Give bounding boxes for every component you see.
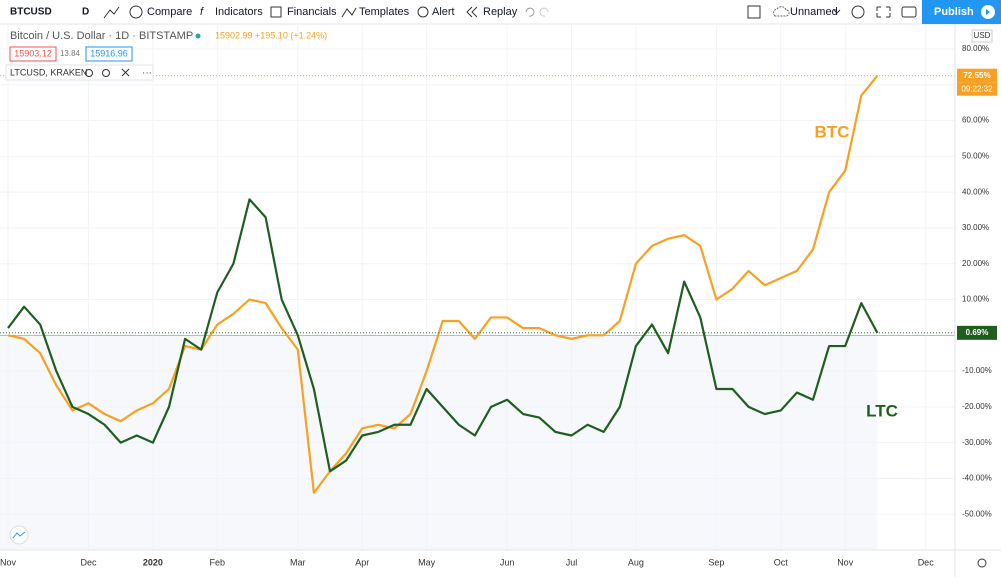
y-tick-label: 20.00% <box>962 259 989 268</box>
interval[interactable]: D <box>82 7 89 18</box>
x-tick-label: Dec <box>918 557 935 567</box>
fullscreen-toggle[interactable] <box>747 5 761 19</box>
chart-style-icon[interactable] <box>103 6 120 19</box>
settings-icon[interactable] <box>851 5 865 19</box>
overlay-more[interactable]: ··· <box>142 68 152 79</box>
bid-price[interactable]: 15903.12 <box>14 48 52 58</box>
redo-icon[interactable] <box>539 7 549 17</box>
toolbar <box>0 0 1001 24</box>
overlay-remove[interactable] <box>121 68 130 77</box>
y-tick-label: 80.00% <box>962 44 989 53</box>
templates-button[interactable]: Templates <box>359 6 410 18</box>
x-tick-label: Dec <box>80 557 97 567</box>
plot-area: BTC LTC <box>0 24 955 550</box>
y-tick-label: -50.00% <box>962 509 992 518</box>
currency-box <box>971 29 993 43</box>
x-tick-label: Mar <box>290 557 306 567</box>
x-tick-label: Nov <box>0 557 16 567</box>
countdown: 09:22:32 <box>961 84 993 93</box>
expand-icon[interactable] <box>876 6 891 18</box>
y-tick-label: -20.00% <box>962 402 992 411</box>
x-tick-label: Apr <box>355 557 369 567</box>
indicators-button[interactable]: Indicators <box>215 6 263 18</box>
x-tick-label: Sep <box>708 557 724 567</box>
x-tick-label: Nov <box>837 557 854 567</box>
compare-icon[interactable] <box>129 5 143 19</box>
financials-icon[interactable] <box>270 6 282 18</box>
value-label: 72.55% <box>963 71 990 80</box>
x-tick-label: Oct <box>774 557 789 567</box>
alert-button[interactable]: Alert <box>432 6 455 18</box>
indicators-icon[interactable]: f <box>200 6 204 18</box>
undo-icon[interactable] <box>525 7 535 17</box>
replay-icon[interactable] <box>466 6 478 18</box>
overlay-settings[interactable] <box>102 69 110 77</box>
currency-label: USD <box>974 31 991 40</box>
x-tick-label: May <box>418 557 436 567</box>
y-tick-label: 60.00% <box>962 116 989 125</box>
replay-button[interactable]: Replay <box>483 6 518 18</box>
y-tick-label: -10.00% <box>962 366 992 375</box>
layout-name[interactable]: Unnamed <box>790 6 838 18</box>
y-tick-label: -30.00% <box>962 438 992 447</box>
value-badge <box>957 68 997 83</box>
y-tick-label: 40.00% <box>962 187 989 196</box>
y-tick-label: 30.00% <box>962 223 989 232</box>
y-tick-label: 10.00% <box>962 295 989 304</box>
x-tick-label: Jun <box>500 557 515 567</box>
layout-dropdown[interactable] <box>833 9 841 14</box>
templates-icon[interactable] <box>341 7 357 18</box>
x-tick-label: Jul <box>566 557 578 567</box>
value-badge <box>957 325 997 340</box>
countdown-badge <box>957 82 997 96</box>
legend-quote: 15902.99 +195.10 (+1.24%) <box>215 30 327 40</box>
series-line <box>7 75 879 494</box>
market-status-dot <box>195 33 201 39</box>
overlay-legend-box <box>5 64 154 81</box>
cloud-icon[interactable] <box>773 6 790 17</box>
ask-box[interactable] <box>85 46 133 62</box>
x-tick-label: Aug <box>628 557 644 567</box>
ask-price[interactable]: 15916.96 <box>90 48 128 58</box>
y-tick-label: -40.00% <box>962 474 992 483</box>
overlay-visibility[interactable] <box>85 69 93 77</box>
x-tick-label: Feb <box>210 557 226 567</box>
bid-box[interactable] <box>9 46 57 62</box>
value-label: 0.69% <box>966 328 989 337</box>
publish-arrow[interactable] <box>986 9 990 15</box>
publish-label[interactable]: Publish <box>934 6 974 18</box>
legend-title: Bitcoin / U.S. Dollar · 1D · BITSTAMP <box>10 30 193 42</box>
spread: 13.84 <box>60 49 81 58</box>
series-name: BTC <box>815 122 850 141</box>
overlay-legend[interactable]: LTCUSD, KRAKEN <box>10 67 87 77</box>
symbol[interactable]: BTCUSD <box>10 7 52 18</box>
tv-logo-mark[interactable] <box>12 531 26 539</box>
axis-settings[interactable] <box>977 558 987 568</box>
compare-button[interactable]: Compare <box>147 6 192 18</box>
snapshot-icon[interactable] <box>901 6 917 18</box>
series-line <box>7 198 879 473</box>
financials-button[interactable]: Financials <box>287 6 337 18</box>
x-tick-label: 2020 <box>143 557 163 567</box>
y-tick-label: 50.00% <box>962 152 989 161</box>
alert-icon[interactable] <box>417 6 429 18</box>
series-name: LTC <box>866 401 898 420</box>
